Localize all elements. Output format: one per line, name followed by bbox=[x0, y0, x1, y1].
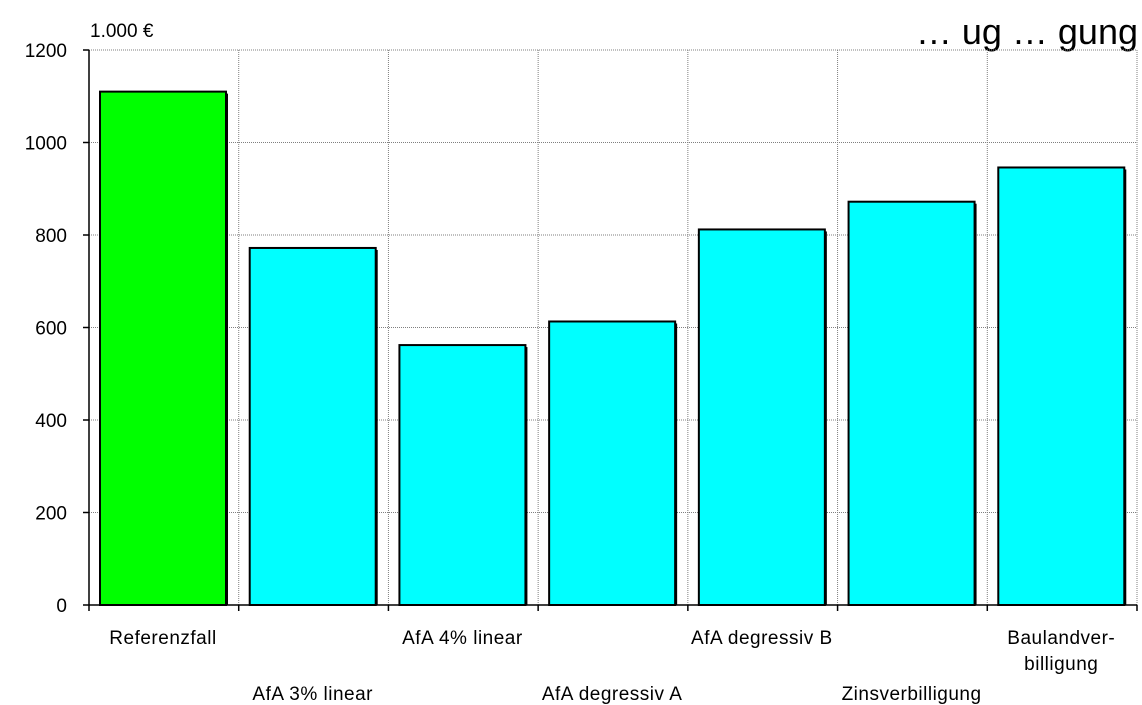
y-axis-unit-label: 1.000 € bbox=[90, 21, 154, 42]
bar-7 bbox=[997, 166, 1126, 606]
category-label-3: AfA 4% linear bbox=[402, 628, 523, 649]
y-tick-label-800: 800 bbox=[35, 226, 67, 247]
category-label-7-line-1: Baulandver- bbox=[1007, 628, 1115, 649]
y-tick-labels: 0 200 400 600 800 1000 1200 bbox=[25, 41, 67, 617]
category-label-4: AfA degressiv A bbox=[542, 684, 683, 705]
bar-1 bbox=[99, 90, 227, 606]
category-label-6: Zinsverbilligung bbox=[842, 684, 982, 705]
bar-2 bbox=[248, 246, 377, 606]
y-tick-label-0: 0 bbox=[56, 596, 67, 617]
chart-title: … ug … gung bbox=[916, 11, 1138, 52]
bar-3 bbox=[398, 344, 527, 606]
category-label-2: AfA 3% linear bbox=[252, 684, 373, 705]
bars bbox=[99, 90, 1127, 606]
y-tick-label-400: 400 bbox=[35, 411, 67, 432]
category-labels: Referenzfall AfA 3% linear AfA 4% linear Af… bbox=[109, 628, 1115, 705]
y-tick-label-1000: 1000 bbox=[25, 134, 67, 155]
category-label-7-line-2: billigung bbox=[1024, 654, 1098, 675]
bar-4 bbox=[548, 320, 677, 606]
category-label-1: Referenzfall bbox=[109, 628, 216, 649]
category-label-5: AfA degressiv B bbox=[691, 628, 833, 649]
y-tick-label-200: 200 bbox=[35, 504, 67, 525]
bar-6 bbox=[847, 200, 976, 606]
y-tick-label-600: 600 bbox=[35, 319, 67, 340]
y-tick-label-1200: 1200 bbox=[25, 41, 67, 62]
axes bbox=[83, 49, 1138, 611]
bar-5 bbox=[697, 228, 826, 606]
